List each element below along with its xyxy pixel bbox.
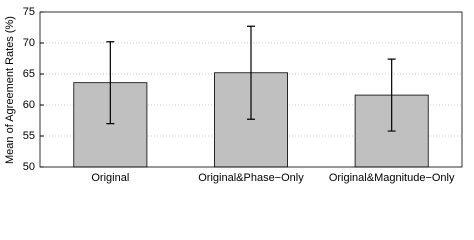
chart: Mean of Agreement Rates (%) 50 55 60 65 70 75…	[4, 6, 463, 184]
error-bar	[106, 41, 115, 125]
y-tick-label: 70	[23, 37, 35, 49]
y-tick-label: 55	[23, 130, 35, 142]
plot-frame	[39, 11, 463, 168]
error-bar	[387, 58, 396, 132]
x-tick-label: Original&Magnitude−Only	[329, 172, 455, 184]
y-tick-label: 60	[23, 99, 35, 111]
y-tick-label: 75	[23, 6, 35, 18]
x-tick-label: Original	[91, 172, 129, 184]
y-tick-label: 50	[23, 161, 35, 173]
y-axis-label: Mean of Agreement Rates (%)	[4, 16, 16, 164]
y-tick-label: 65	[23, 68, 35, 80]
x-tick-label: Original&Phase−Only	[198, 172, 304, 184]
error-bar	[247, 25, 255, 120]
